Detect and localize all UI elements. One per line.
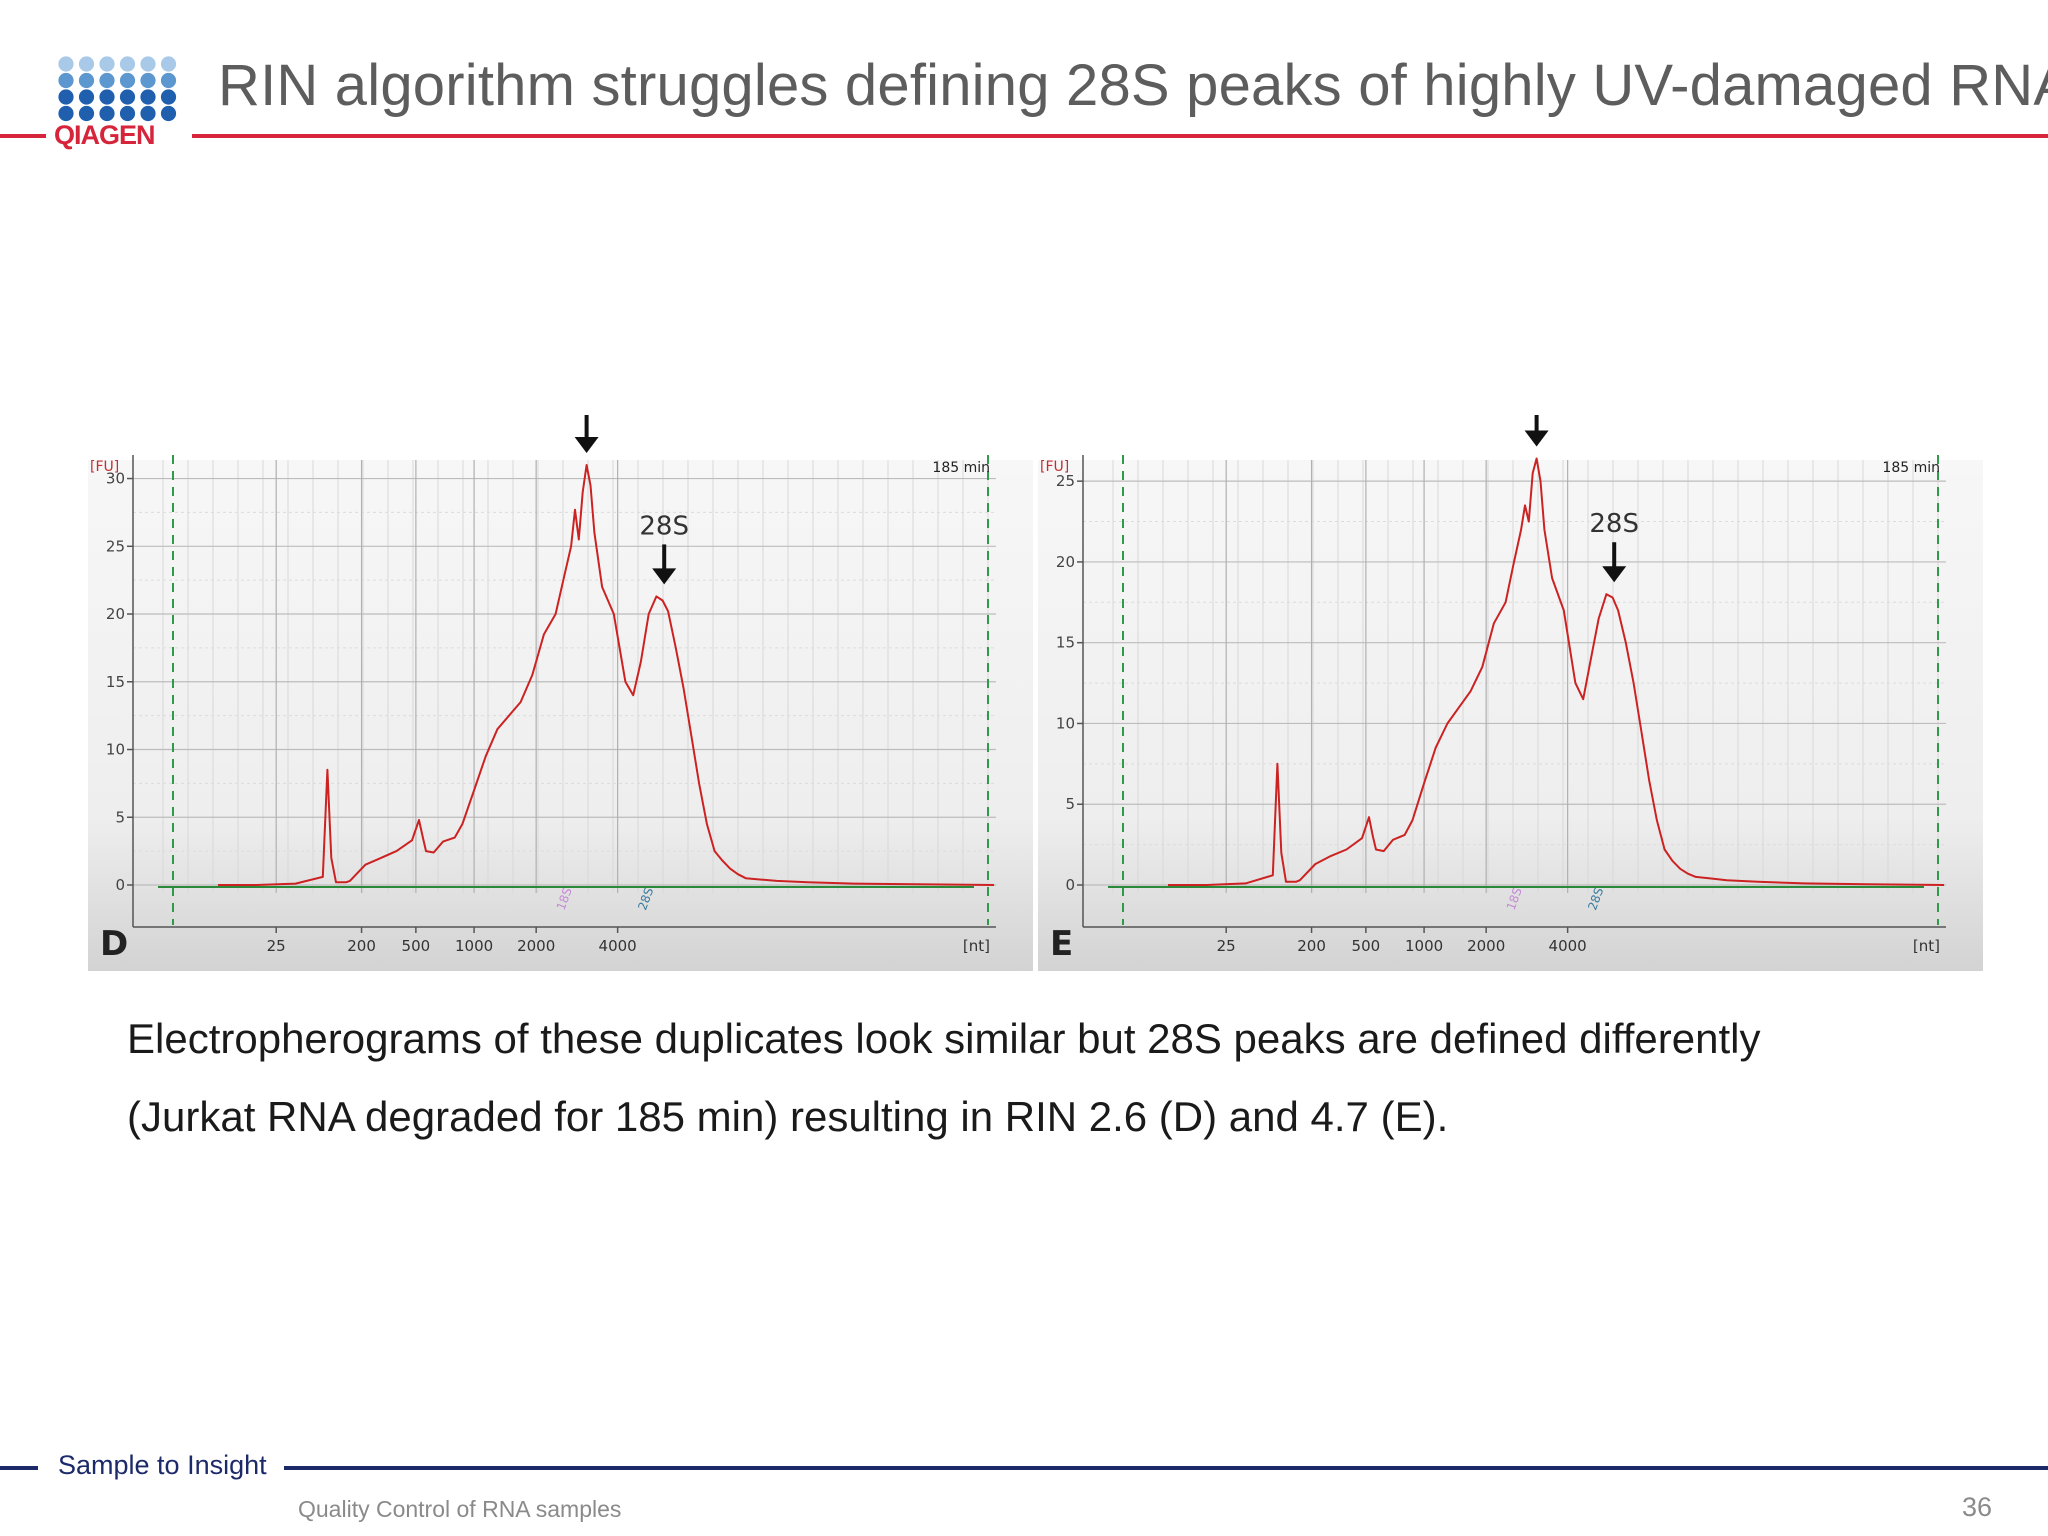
logo-dot bbox=[140, 72, 156, 89]
trace-line bbox=[218, 464, 995, 886]
y-tick-label: 25 bbox=[106, 537, 125, 555]
y-tick-label: 0 bbox=[115, 876, 125, 894]
y-tick-label: 20 bbox=[106, 605, 125, 623]
caption-line-1: Electropherograms of these duplicates lo… bbox=[127, 1015, 1761, 1062]
annotation-label: 28S bbox=[639, 511, 689, 541]
x-tick-label: 500 bbox=[1352, 937, 1381, 955]
electropherogram-d: 0 5 10 15 20 25 30 [FU] 185 min 25 200 500 1000 2000 4… bbox=[88, 415, 1033, 971]
y-tick-label: 5 bbox=[1065, 795, 1075, 813]
electropherogram-d-svg: 0 5 10 15 20 25 30[FU] 185 min 25 200 500 1000 2000 4… bbox=[88, 415, 1033, 971]
logo-dot bbox=[99, 72, 115, 89]
logo-dot bbox=[160, 56, 177, 72]
caption-line-2: (Jurkat RNA degraded for 185 min) result… bbox=[127, 1093, 1449, 1140]
logo-dot-grid bbox=[58, 56, 177, 122]
logo-dot bbox=[99, 56, 115, 72]
electropherogram-e: 0 5 10 15 20 25 [FU] 185 min 25 200 500 1000 2000 400… bbox=[1038, 415, 1986, 971]
logo-dot bbox=[78, 105, 95, 122]
x-tick-label: 1000 bbox=[1405, 937, 1443, 955]
logo-dot bbox=[78, 56, 95, 72]
logo-dot bbox=[140, 89, 156, 105]
y-tick-label: 25 bbox=[1056, 472, 1075, 490]
x-tick-label: 1000 bbox=[455, 937, 493, 955]
annotation-label: 28S bbox=[1589, 509, 1639, 539]
annotation-arrow-head bbox=[574, 437, 599, 453]
y-tick-label: 10 bbox=[1056, 714, 1075, 732]
annotation-arrow-head bbox=[652, 568, 677, 585]
x-axis-label: [nt] bbox=[1913, 937, 1940, 955]
x-tick-label: 2000 bbox=[1467, 937, 1505, 955]
qiagen-logo: QIAGEN bbox=[54, 56, 180, 156]
annotation-arrow-head bbox=[1602, 566, 1627, 583]
logo-dot bbox=[160, 105, 177, 122]
x-axis-label: [nt] bbox=[963, 937, 990, 955]
figure-caption: Electropherograms of these duplicates lo… bbox=[127, 1000, 1987, 1156]
logo-wordmark: QIAGEN bbox=[54, 120, 156, 150]
footer-tagline: Sample to Insight bbox=[58, 1450, 267, 1480]
annotation-arrow-head bbox=[1524, 430, 1549, 447]
footer-subject: Quality Control of RNA samples bbox=[298, 1496, 622, 1522]
logo-dot bbox=[58, 56, 74, 72]
y-axis-label: [FU] bbox=[1040, 459, 1069, 475]
y-tick-label: 20 bbox=[1056, 553, 1075, 571]
y-tick-label: 15 bbox=[1056, 634, 1075, 652]
slide-title: RIN algorithm struggles defining 28S pea… bbox=[218, 53, 2048, 118]
y-tick-label: 15 bbox=[106, 673, 125, 691]
logo-dot bbox=[99, 105, 115, 122]
logo-dot bbox=[140, 105, 156, 122]
y-axis-label: [FU] bbox=[90, 459, 119, 475]
x-tick-label: 4000 bbox=[599, 937, 637, 955]
logo-dot bbox=[119, 105, 136, 122]
x-tick-label: 2000 bbox=[517, 937, 555, 955]
time-label: 185 min bbox=[1882, 460, 1940, 476]
y-tick-label: 0 bbox=[1065, 876, 1075, 894]
logo-dot bbox=[119, 89, 136, 105]
page-number: 36 bbox=[1961, 1492, 1992, 1522]
panel-label: D bbox=[100, 924, 128, 964]
trace-line bbox=[1168, 457, 1945, 886]
y-tick-label: 10 bbox=[106, 741, 125, 759]
logo-dot bbox=[58, 72, 74, 89]
x-tick-label: 25 bbox=[267, 937, 286, 955]
logo-dot bbox=[140, 56, 156, 72]
logo-dot bbox=[58, 105, 74, 122]
logo-dot bbox=[99, 89, 115, 105]
x-tick-label: 200 bbox=[1297, 937, 1326, 955]
logo-dot bbox=[160, 72, 177, 89]
y-tick-label: 30 bbox=[106, 470, 125, 488]
x-tick-label: 500 bbox=[402, 937, 431, 955]
footer-rule bbox=[284, 1466, 2048, 1470]
logo-dot bbox=[78, 72, 95, 89]
title-rule-left bbox=[0, 134, 46, 138]
x-tick-label: 4000 bbox=[1549, 937, 1587, 955]
time-label: 185 min bbox=[932, 460, 990, 476]
footer-rule-left bbox=[0, 1466, 38, 1470]
x-tick-label: 25 bbox=[1217, 937, 1236, 955]
y-tick-label: 5 bbox=[115, 808, 125, 826]
logo-dot bbox=[78, 89, 95, 105]
panel-label: E bbox=[1050, 924, 1073, 964]
logo-dot bbox=[58, 89, 74, 105]
x-tick-label: 200 bbox=[347, 937, 376, 955]
title-rule bbox=[192, 134, 2048, 138]
logo-dot bbox=[160, 89, 177, 105]
electropherogram-figure: 0 5 10 15 20 25 30 [FU] 185 min 25 200 500 1000 2000 4… bbox=[88, 415, 1986, 971]
logo-dot bbox=[119, 72, 136, 89]
logo-dot bbox=[119, 56, 136, 72]
